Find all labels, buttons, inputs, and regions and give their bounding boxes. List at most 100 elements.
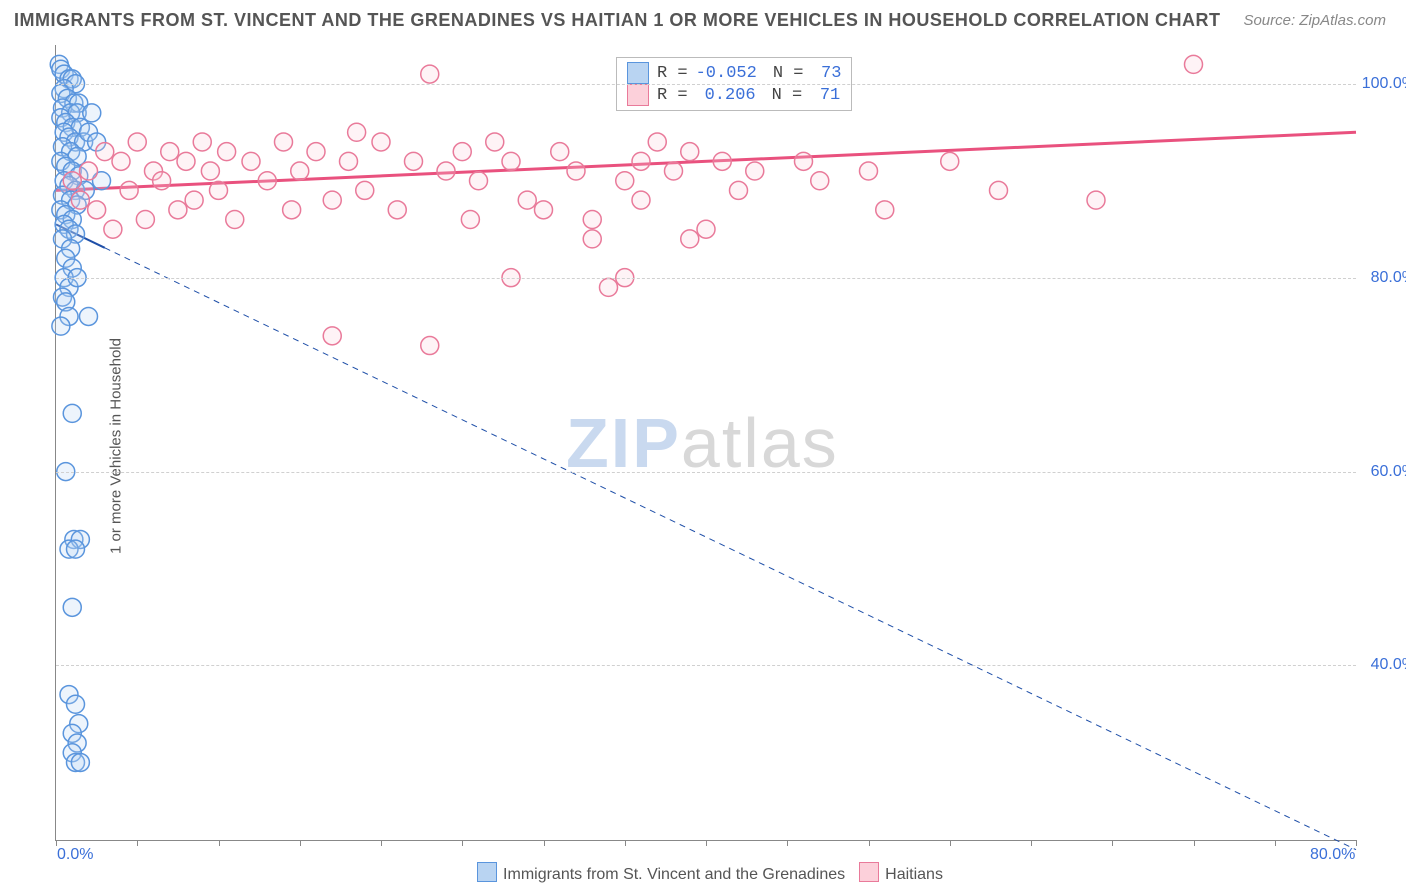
x-tick bbox=[300, 840, 301, 846]
stat-n-value: 71 bbox=[810, 86, 840, 105]
trend-line-dashed bbox=[105, 248, 1356, 850]
y-tick-label: 100.0% bbox=[1362, 75, 1406, 93]
data-point bbox=[242, 152, 260, 170]
x-tick bbox=[869, 840, 870, 846]
data-point bbox=[681, 230, 699, 248]
data-point bbox=[161, 143, 179, 161]
x-tick bbox=[219, 840, 220, 846]
data-point bbox=[665, 162, 683, 180]
data-point bbox=[632, 191, 650, 209]
x-tick bbox=[950, 840, 951, 846]
stat-n-label: N = bbox=[773, 64, 804, 83]
data-point bbox=[88, 201, 106, 219]
data-point bbox=[63, 172, 81, 190]
data-point bbox=[71, 753, 89, 771]
data-point bbox=[275, 133, 293, 151]
data-point bbox=[80, 307, 98, 325]
legend-swatch bbox=[859, 862, 879, 882]
y-tick-label: 60.0% bbox=[1371, 463, 1406, 481]
data-point bbox=[193, 133, 211, 151]
data-point bbox=[795, 152, 813, 170]
gridline bbox=[56, 472, 1356, 473]
bottom-legend: Immigrants from St. Vincent and the Gren… bbox=[0, 862, 1406, 884]
page-title: IMMIGRANTS FROM ST. VINCENT AND THE GREN… bbox=[14, 10, 1221, 31]
data-point bbox=[811, 172, 829, 190]
data-point bbox=[616, 172, 634, 190]
plot-svg bbox=[56, 45, 1356, 840]
data-point bbox=[730, 181, 748, 199]
data-point bbox=[71, 191, 89, 209]
y-tick-label: 40.0% bbox=[1371, 656, 1406, 674]
gridline bbox=[56, 278, 1356, 279]
legend-label: Haitians bbox=[885, 866, 943, 883]
legend-label: Immigrants from St. Vincent and the Gren… bbox=[503, 866, 845, 883]
legend-swatch bbox=[477, 862, 497, 882]
x-tick bbox=[1356, 840, 1357, 846]
data-point bbox=[453, 143, 471, 161]
data-point bbox=[63, 598, 81, 616]
data-point bbox=[583, 230, 601, 248]
data-point bbox=[600, 278, 618, 296]
data-point bbox=[226, 211, 244, 229]
x-tick bbox=[462, 840, 463, 846]
data-point bbox=[169, 201, 187, 219]
data-point bbox=[153, 172, 171, 190]
data-point bbox=[421, 65, 439, 83]
data-point bbox=[632, 152, 650, 170]
data-point bbox=[67, 695, 85, 713]
data-point bbox=[210, 181, 228, 199]
stats-row: R =0.206N =71 bbox=[627, 84, 841, 106]
data-point bbox=[372, 133, 390, 151]
data-point bbox=[120, 181, 138, 199]
data-point bbox=[502, 152, 520, 170]
data-point bbox=[128, 133, 146, 151]
data-point bbox=[67, 540, 85, 558]
stat-r-value: 0.206 bbox=[696, 86, 756, 105]
data-point bbox=[860, 162, 878, 180]
source-attribution: Source: ZipAtlas.com bbox=[1243, 12, 1386, 29]
x-tick bbox=[787, 840, 788, 846]
data-point bbox=[348, 123, 366, 141]
gridline bbox=[56, 84, 1356, 85]
data-point bbox=[340, 152, 358, 170]
data-point bbox=[551, 143, 569, 161]
data-point bbox=[323, 327, 341, 345]
data-point bbox=[356, 181, 374, 199]
data-point bbox=[218, 143, 236, 161]
data-point bbox=[681, 143, 699, 161]
data-point bbox=[437, 162, 455, 180]
data-point bbox=[291, 162, 309, 180]
x-tick bbox=[381, 840, 382, 846]
data-point bbox=[185, 191, 203, 209]
data-point bbox=[323, 191, 341, 209]
data-point bbox=[1087, 191, 1105, 209]
data-point bbox=[470, 172, 488, 190]
data-point bbox=[96, 143, 114, 161]
data-point bbox=[567, 162, 585, 180]
data-point bbox=[421, 337, 439, 355]
data-point bbox=[136, 211, 154, 229]
legend-swatch bbox=[627, 62, 649, 84]
data-point bbox=[283, 201, 301, 219]
gridline bbox=[56, 665, 1356, 666]
data-point bbox=[104, 220, 122, 238]
x-tick bbox=[625, 840, 626, 846]
stat-r-value: -0.052 bbox=[696, 64, 757, 83]
data-point bbox=[648, 133, 666, 151]
data-point bbox=[486, 133, 504, 151]
data-point bbox=[177, 152, 195, 170]
data-point bbox=[388, 201, 406, 219]
data-point bbox=[990, 181, 1008, 199]
data-point bbox=[535, 201, 553, 219]
data-point bbox=[201, 162, 219, 180]
data-point bbox=[518, 191, 536, 209]
stat-n-label: N = bbox=[772, 86, 803, 105]
data-point bbox=[258, 172, 276, 190]
data-point bbox=[746, 162, 764, 180]
x-tick bbox=[544, 840, 545, 846]
data-point bbox=[63, 404, 81, 422]
data-point bbox=[941, 152, 959, 170]
stat-r-label: R = bbox=[657, 64, 688, 83]
data-point bbox=[80, 162, 98, 180]
data-point bbox=[112, 152, 130, 170]
